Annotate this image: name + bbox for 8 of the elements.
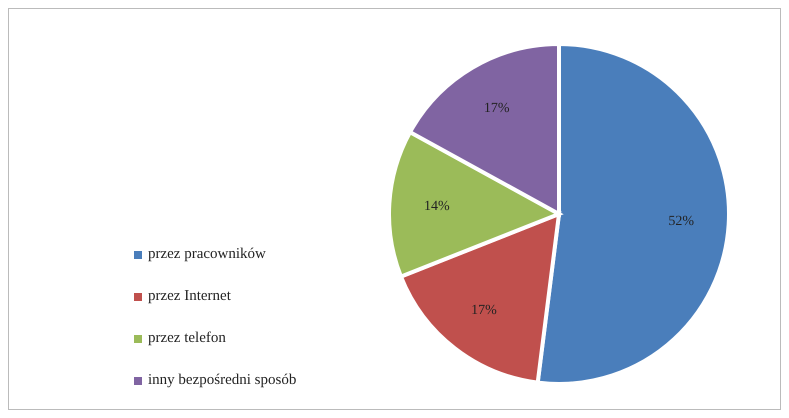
- legend-label: inny bezpośredni sposób: [148, 372, 296, 389]
- legend-label: przez Internet: [148, 288, 231, 305]
- data-label: 17%: [471, 303, 498, 318]
- legend-label: przez telefon: [148, 330, 226, 347]
- data-label: 17%: [484, 101, 510, 116]
- legend-label: przez pracowników: [148, 246, 266, 263]
- data-label: 52%: [668, 214, 694, 230]
- data-label: 14%: [424, 198, 450, 214]
